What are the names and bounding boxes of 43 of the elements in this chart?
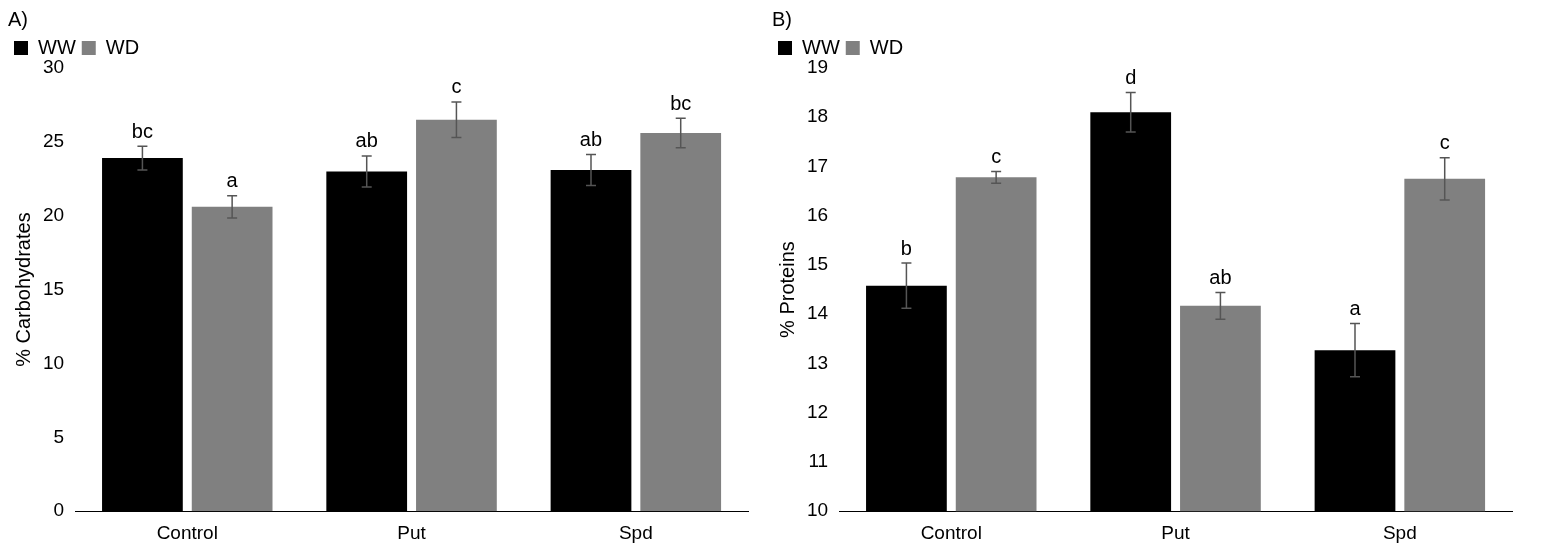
- legend-label: WD: [105, 35, 140, 58]
- data-label: d: [1125, 66, 1137, 89]
- y-tick-label: 17: [806, 154, 829, 176]
- y-tick-label: 16: [806, 203, 829, 225]
- y-tick-label: 15: [42, 277, 65, 299]
- data-label: a: [1349, 297, 1362, 320]
- x-tick-label: Control: [156, 521, 218, 543]
- x-tick-label: Spd: [618, 521, 653, 543]
- data-label: bc: [131, 119, 153, 142]
- y-tick-label: 18: [806, 105, 829, 127]
- y-tick-label: 13: [806, 351, 829, 373]
- y-tick-label: 25: [42, 130, 65, 152]
- x-tick-label: Spd: [1382, 521, 1417, 543]
- y-tick-label: 0: [53, 499, 65, 521]
- data-label: ab: [355, 129, 378, 152]
- data-label: c: [1439, 131, 1450, 154]
- y-tick-label: 12: [806, 400, 829, 422]
- y-tick-label: 10: [42, 351, 65, 373]
- data-label: a: [226, 169, 239, 192]
- data-label: b: [900, 236, 912, 259]
- y-tick-label: 11: [808, 450, 829, 472]
- chart-title: A): [8, 7, 28, 30]
- y-tick-label: 15: [806, 253, 829, 275]
- y-tick-label: 14: [806, 302, 829, 324]
- data-label: bc: [670, 91, 692, 114]
- data-label: ab: [579, 127, 603, 150]
- legend-label: WW: [802, 35, 840, 58]
- y-tick-label: 30: [42, 56, 65, 78]
- y-axis-title: % Proteins: [775, 241, 798, 338]
- y-axis-title: % Carbohydrates: [11, 212, 34, 367]
- x-tick-label: Put: [1161, 521, 1191, 543]
- y-tick-label: 20: [42, 203, 65, 225]
- legend-label: WW: [38, 35, 76, 58]
- x-tick-label: Control: [920, 521, 982, 543]
- data-label: c: [451, 75, 462, 98]
- y-tick-label: 19: [806, 56, 829, 78]
- y-tick-label: 10: [806, 499, 829, 521]
- y-tick-label: 5: [53, 425, 65, 447]
- chart-title: B): [772, 7, 792, 30]
- data-label: c: [991, 144, 1002, 167]
- data-label: ab: [1209, 266, 1232, 289]
- legend-label: WD: [869, 35, 904, 58]
- x-tick-label: Put: [397, 521, 427, 543]
